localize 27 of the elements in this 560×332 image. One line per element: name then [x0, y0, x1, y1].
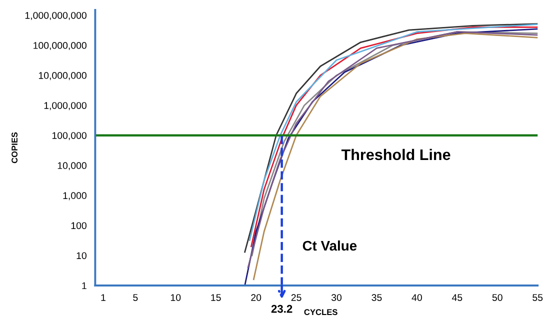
x-tick-label: 40 — [412, 294, 422, 301]
y-tick-label: 100,000 — [52, 132, 86, 140]
y-tick-label: 1,000,000 — [44, 102, 86, 110]
ref-line-label: Threshold Line — [341, 148, 450, 160]
x-tick-label: 5 — [133, 294, 138, 301]
x-tick-label: 35 — [372, 294, 382, 301]
y-tick-label: 10,000,000 — [38, 72, 86, 80]
y-axis-title: COPIES — [12, 132, 18, 164]
x-tick-label: 20 — [251, 294, 262, 301]
y-tick-label: 1,000 — [63, 192, 86, 200]
y-tick-label: 100,000,000 — [34, 42, 86, 50]
x-axis-title: CYCLES — [304, 309, 338, 316]
x-tick-label: 30 — [331, 294, 342, 301]
y-tick-label: 1,000,000,000 — [25, 12, 86, 20]
ref-line-label: 23.2 — [271, 304, 292, 313]
y-tick-label: 10,000 — [58, 162, 86, 170]
y-tick-label: 10 — [76, 252, 86, 260]
x-tick-label: 55 — [532, 294, 543, 301]
annotation: Ct Value — [302, 240, 357, 251]
x-tick-label: 45 — [452, 294, 462, 301]
y-tick-label: 100 — [71, 222, 86, 230]
x-tick-label: 50 — [492, 294, 502, 301]
y-tick-label: 1 — [82, 282, 86, 290]
x-tick-label: 10 — [170, 294, 181, 301]
x-tick-label: 25 — [291, 294, 302, 301]
x-tick-label: 15 — [211, 294, 221, 301]
x-tick-label: 1 — [101, 294, 106, 301]
